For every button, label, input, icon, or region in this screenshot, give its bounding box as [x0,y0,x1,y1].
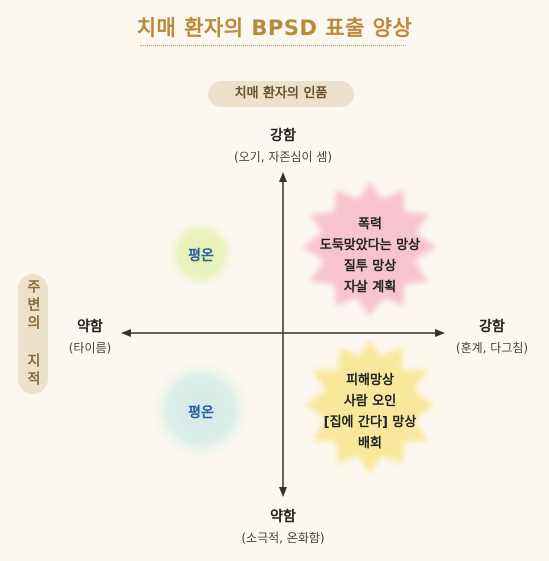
delusion-starburst [306,340,434,474]
title-divider [140,45,406,46]
bottom-right-behaviors: 피해망상 사람 오인 [집에 간다] 망상 배회 [300,370,440,454]
right-pole-label: 강함 [479,319,505,335]
behavior-item: 도둑맞았다는 망상 [319,238,421,253]
calm-label-top-left: 평온 [188,248,214,264]
x-axis-title-badge: 주변의 지적 [18,274,48,394]
behavior-item: 사람 오인 [343,394,397,409]
vertical-axis-arrow-up [279,172,287,182]
bottom-pole: 약함 (소극적, 온화함) [203,506,363,546]
bottom-pole-label: 약함 [270,509,296,525]
top-pole-desc: (오기, 자존심이 셈) [233,150,333,164]
horizontal-axis-arrow-left [121,329,131,337]
behavior-item: 질투 망상 [343,259,397,274]
horizontal-axis-arrow-right [435,329,445,337]
behavior-item: 배회 [358,436,382,451]
y-axis-title: 치매 환자의 인품 [208,81,354,107]
bottom-pole-desc: (소극적, 온화함) [241,531,325,545]
behavior-item: 폭력 [358,217,382,232]
calm-blob-bottom-left [149,358,253,462]
top-pole-label: 강함 [270,128,296,144]
right-pole-desc: (훈계, 다그침) [455,341,529,355]
diagram-title: 치매 환자의 BPSD 표출 양상 [136,16,413,40]
calm-blob-top-left [165,218,237,290]
top-right-behaviors: 폭력 도둑맞았다는 망상 질투 망상 자살 계획 [300,214,440,298]
vertical-axis-arrow-down [279,487,287,497]
top-pole: 강함 (오기, 자존심이 셈) [203,125,363,165]
left-pole: 약함 (타이름) [50,316,130,356]
x-axis-title: 주변의 지적 [25,279,41,389]
behavior-item: 피해망상 [346,373,394,388]
left-pole-label: 약함 [77,319,103,335]
calm-label-bottom-left: 평온 [188,405,214,421]
behavior-item: [집에 간다] 망상 [323,415,417,430]
behavior-item: 자살 계획 [343,280,397,295]
left-pole-desc: (타이름) [68,341,112,355]
aggression-starburst [302,182,436,316]
right-pole: 강함 (훈계, 다그침) [440,316,544,356]
